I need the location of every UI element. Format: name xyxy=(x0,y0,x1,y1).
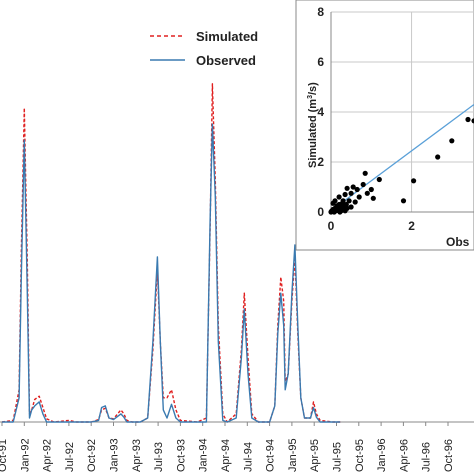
scatter-point xyxy=(360,181,366,188)
timeseries-legend: Simulated Observed xyxy=(150,29,258,68)
x-tick-label: Jan-93 xyxy=(109,438,121,472)
scatter-point xyxy=(348,204,354,210)
x-tick-label: Oct-95 xyxy=(354,439,366,472)
timeseries-x-tick-labels: Oct-91 Jan-92 Apr-92 Jul-92 Oct-92 Jan-93 Apr-… xyxy=(0,438,455,472)
scatter-inset-frame xyxy=(295,0,474,251)
x-tick-label: Apr-93 xyxy=(131,439,143,472)
x-tick-label: Jul-94 xyxy=(242,442,254,472)
x-tick-label: Apr-94 xyxy=(220,439,232,472)
scatter-point xyxy=(332,198,338,204)
scatter-trendline xyxy=(330,103,474,212)
scatter-point xyxy=(376,176,382,183)
scatter-point xyxy=(352,199,358,205)
scatter-point xyxy=(435,154,441,160)
scatter-point xyxy=(340,198,346,204)
x-tick-label: Oct-94 xyxy=(265,439,277,472)
scatter-point xyxy=(346,198,352,204)
scatter-y-tick-label: 8 xyxy=(317,5,324,19)
timeseries-series xyxy=(1,83,341,423)
scatter-point xyxy=(344,205,350,211)
scatter-point xyxy=(411,178,417,184)
scatter-x-tick-label: 0 xyxy=(328,219,335,233)
scatter-y-tick-labels: 0 2 4 6 8 xyxy=(317,5,324,219)
x-tick-label: Jul-96 xyxy=(421,442,433,472)
scatter-point xyxy=(368,186,374,193)
scatter-point xyxy=(348,190,354,196)
scatter-y-tick-label: 2 xyxy=(317,155,324,169)
scatter-point xyxy=(465,116,471,123)
scatter-y-tick-label: 6 xyxy=(317,55,324,69)
scatter-point xyxy=(342,191,348,198)
scatter-grid xyxy=(331,11,474,212)
series-line-observed xyxy=(2,123,341,423)
x-tick-label: Jan-95 xyxy=(287,438,299,472)
legend-observed-label: Observed xyxy=(196,53,256,68)
scatter-point xyxy=(350,184,356,190)
scatter-point xyxy=(362,170,368,176)
timeseries-chart: Oct-91 Jan-92 Apr-92 Jul-92 Oct-92 Jan-93 Apr-… xyxy=(0,29,474,472)
timeseries-x-ticks xyxy=(1,422,449,426)
x-tick-label: Oct-91 xyxy=(0,439,9,472)
scatter-point xyxy=(449,138,455,144)
x-tick-label: Oct-96 xyxy=(443,439,455,472)
scatter-x-axis-label: Obs xyxy=(446,235,470,249)
x-tick-label: Oct-92 xyxy=(86,439,98,472)
scatter-points xyxy=(328,116,474,215)
x-tick-label: Jul-95 xyxy=(332,442,344,472)
x-tick-label: Oct-93 xyxy=(175,439,187,472)
scatter-x-tick-label: 2 xyxy=(408,219,415,233)
x-tick-label: Jul-92 xyxy=(64,442,76,472)
scatter-y-tick-label: 4 xyxy=(317,105,324,119)
scatter-y-tick-label: 0 xyxy=(317,205,324,219)
series-line-simulated xyxy=(1,83,341,423)
x-tick-label: Jan-94 xyxy=(198,438,210,472)
scatter-point xyxy=(354,186,360,193)
scatter-point xyxy=(400,198,407,204)
x-tick-label: Jul-93 xyxy=(153,442,165,472)
legend-simulated-label: Simulated xyxy=(196,29,258,44)
scatter-point xyxy=(356,194,362,200)
scatter-point xyxy=(370,195,376,201)
trend-line xyxy=(330,103,474,212)
scatter-point xyxy=(364,190,370,196)
x-tick-label: Apr-92 xyxy=(42,439,54,472)
x-tick-label: Jan-96 xyxy=(376,438,388,472)
scatter-point xyxy=(336,194,342,200)
scatter-y-axis-label: Simulated (m3/s) xyxy=(307,82,319,168)
x-tick-label: Apr-96 xyxy=(398,439,410,472)
scatter-point xyxy=(344,185,350,191)
scatter-point xyxy=(471,118,474,124)
x-tick-label: Jan-92 xyxy=(19,438,31,472)
x-tick-label: Apr-95 xyxy=(309,439,321,472)
